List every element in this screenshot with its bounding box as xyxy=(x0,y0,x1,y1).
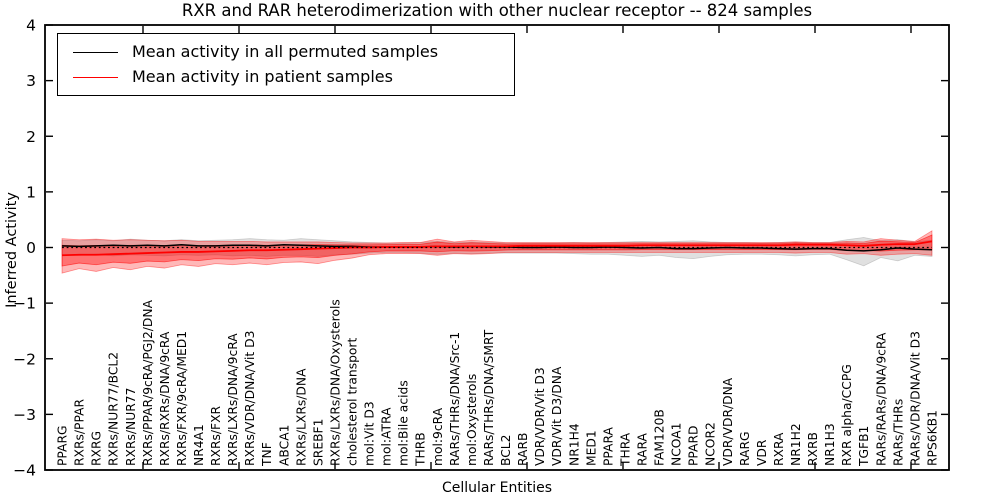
x-category-label: RARs/THRs/DNA/Src-1 xyxy=(448,332,462,466)
x-category-label: RXRs/RXRs/DNA/9cRA xyxy=(158,331,172,466)
y-tick-label: −3 xyxy=(13,406,36,424)
legend-label-permuted: Mean activity in all permuted samples xyxy=(132,42,439,61)
x-category-label: ABCA1 xyxy=(277,425,291,466)
y-tick-label: 4 xyxy=(26,17,36,35)
x-category-label: TGFB1 xyxy=(857,426,871,467)
patient-samples-spread-band xyxy=(61,230,933,274)
x-category-label: FAM120B xyxy=(653,409,667,466)
x-category-label: RARs/THRs xyxy=(891,399,905,466)
y-tick-label: 0 xyxy=(26,239,36,257)
x-category-label: mol:Oxysterols xyxy=(465,374,479,466)
y-tick-label: −1 xyxy=(13,295,36,313)
x-category-label: VDR/VDR/Vit D3 xyxy=(533,367,547,466)
legend-entry-permuted: Mean activity in all permuted samples xyxy=(73,43,514,61)
x-category-label: RARs/VDR/DNA/Vit D3 xyxy=(908,331,922,466)
x-category-label: RARB xyxy=(516,433,530,466)
x-category-label: VDR/VDR/DNA xyxy=(721,377,735,466)
y-tick-label: 2 xyxy=(26,128,36,146)
x-category-label: NR4A1 xyxy=(192,424,206,466)
x-category-label: RXRs/NUR77/BCL2 xyxy=(107,352,121,466)
axes-frame xyxy=(44,24,950,471)
x-category-label: RXRs/LXRs/DNA/Oxysterols xyxy=(328,299,342,466)
x-category-label: NR1H3 xyxy=(823,423,837,466)
x-category-label: SREBF1 xyxy=(311,419,325,466)
x-category-label: RXRs/PPAR xyxy=(73,398,87,466)
x-category-label: RARG xyxy=(738,431,752,466)
x-category-label: RXRs/NUR77 xyxy=(124,388,138,466)
x-category-label: RXRs/LXRs/DNA xyxy=(294,368,308,466)
x-category-label: RXRs/FXR xyxy=(209,405,223,466)
x-category-label: RARs/RARs/DNA/9cRA xyxy=(874,332,888,466)
legend-entry-patient: Mean activity in patient samples xyxy=(73,68,514,86)
x-category-label: RXRA xyxy=(772,432,786,466)
x-category-label: RXRB xyxy=(806,432,820,466)
x-category-label: mol:Bile acids xyxy=(397,380,411,466)
patient-line-swatch xyxy=(73,76,118,78)
x-axis-label: Cellular Entities xyxy=(441,480,553,496)
y-tick-label: 3 xyxy=(26,72,36,90)
x-category-label: MED1 xyxy=(584,430,598,466)
x-category-label: mol:9cRA xyxy=(431,407,445,466)
x-category-label: RXRs/FXR/9cRA/MED1 xyxy=(175,331,189,466)
y-tick-label: 1 xyxy=(26,183,36,201)
x-category-label: mol:ATRA xyxy=(380,407,394,466)
x-category-label: TNF xyxy=(260,442,274,467)
x-category-label: THRB xyxy=(414,432,428,467)
x-category-label: THRA xyxy=(618,432,632,467)
x-category-label: NR1H2 xyxy=(789,423,803,466)
y-axis-label: Inferred Activity xyxy=(4,192,20,308)
x-category-label: RXRs/VDR/DNA/Vit D3 xyxy=(243,331,257,466)
chart-title: RXR and RAR heterodimerization with othe… xyxy=(181,1,813,20)
x-category-label: cholesterol transport xyxy=(346,338,360,466)
y-tick-label: −2 xyxy=(13,350,36,368)
permuted-line-swatch xyxy=(73,51,118,53)
x-category-label: RARs/THRs/DNA/SMRT xyxy=(482,329,496,466)
x-category-label: RPS6KB1 xyxy=(925,410,939,466)
x-category-label: PPARG xyxy=(56,425,70,466)
x-category-label: PPARA xyxy=(601,426,615,466)
x-category-label: RXRs/PPAR/9cRA/PGJ2/DNA xyxy=(141,299,155,466)
x-category-label: NCOR2 xyxy=(704,422,718,466)
legend-label-patient: Mean activity in patient samples xyxy=(132,67,393,86)
y-tick-label: −4 xyxy=(13,462,36,480)
legend-box: Mean activity in all permuted samples Me… xyxy=(57,33,515,96)
series-line-patient xyxy=(62,240,933,257)
x-category-label: mol:Vit D3 xyxy=(363,401,377,466)
x-category-label: RXR alpha/CCPG xyxy=(840,364,854,466)
x-category-label: PPARD xyxy=(687,426,701,466)
x-category-label: NCOA1 xyxy=(670,423,684,466)
x-category-label: NR1H4 xyxy=(567,423,581,466)
x-category-label: RXRs/LXRs/DNA/9cRA xyxy=(226,333,240,466)
x-category-label: VDR xyxy=(755,439,769,466)
x-category-label: RXRG xyxy=(90,431,104,466)
x-category-label: BCL2 xyxy=(499,435,513,466)
x-category-label: VDR/Vit D3/DNA xyxy=(550,366,564,466)
x-category-label: RARA xyxy=(635,432,649,466)
